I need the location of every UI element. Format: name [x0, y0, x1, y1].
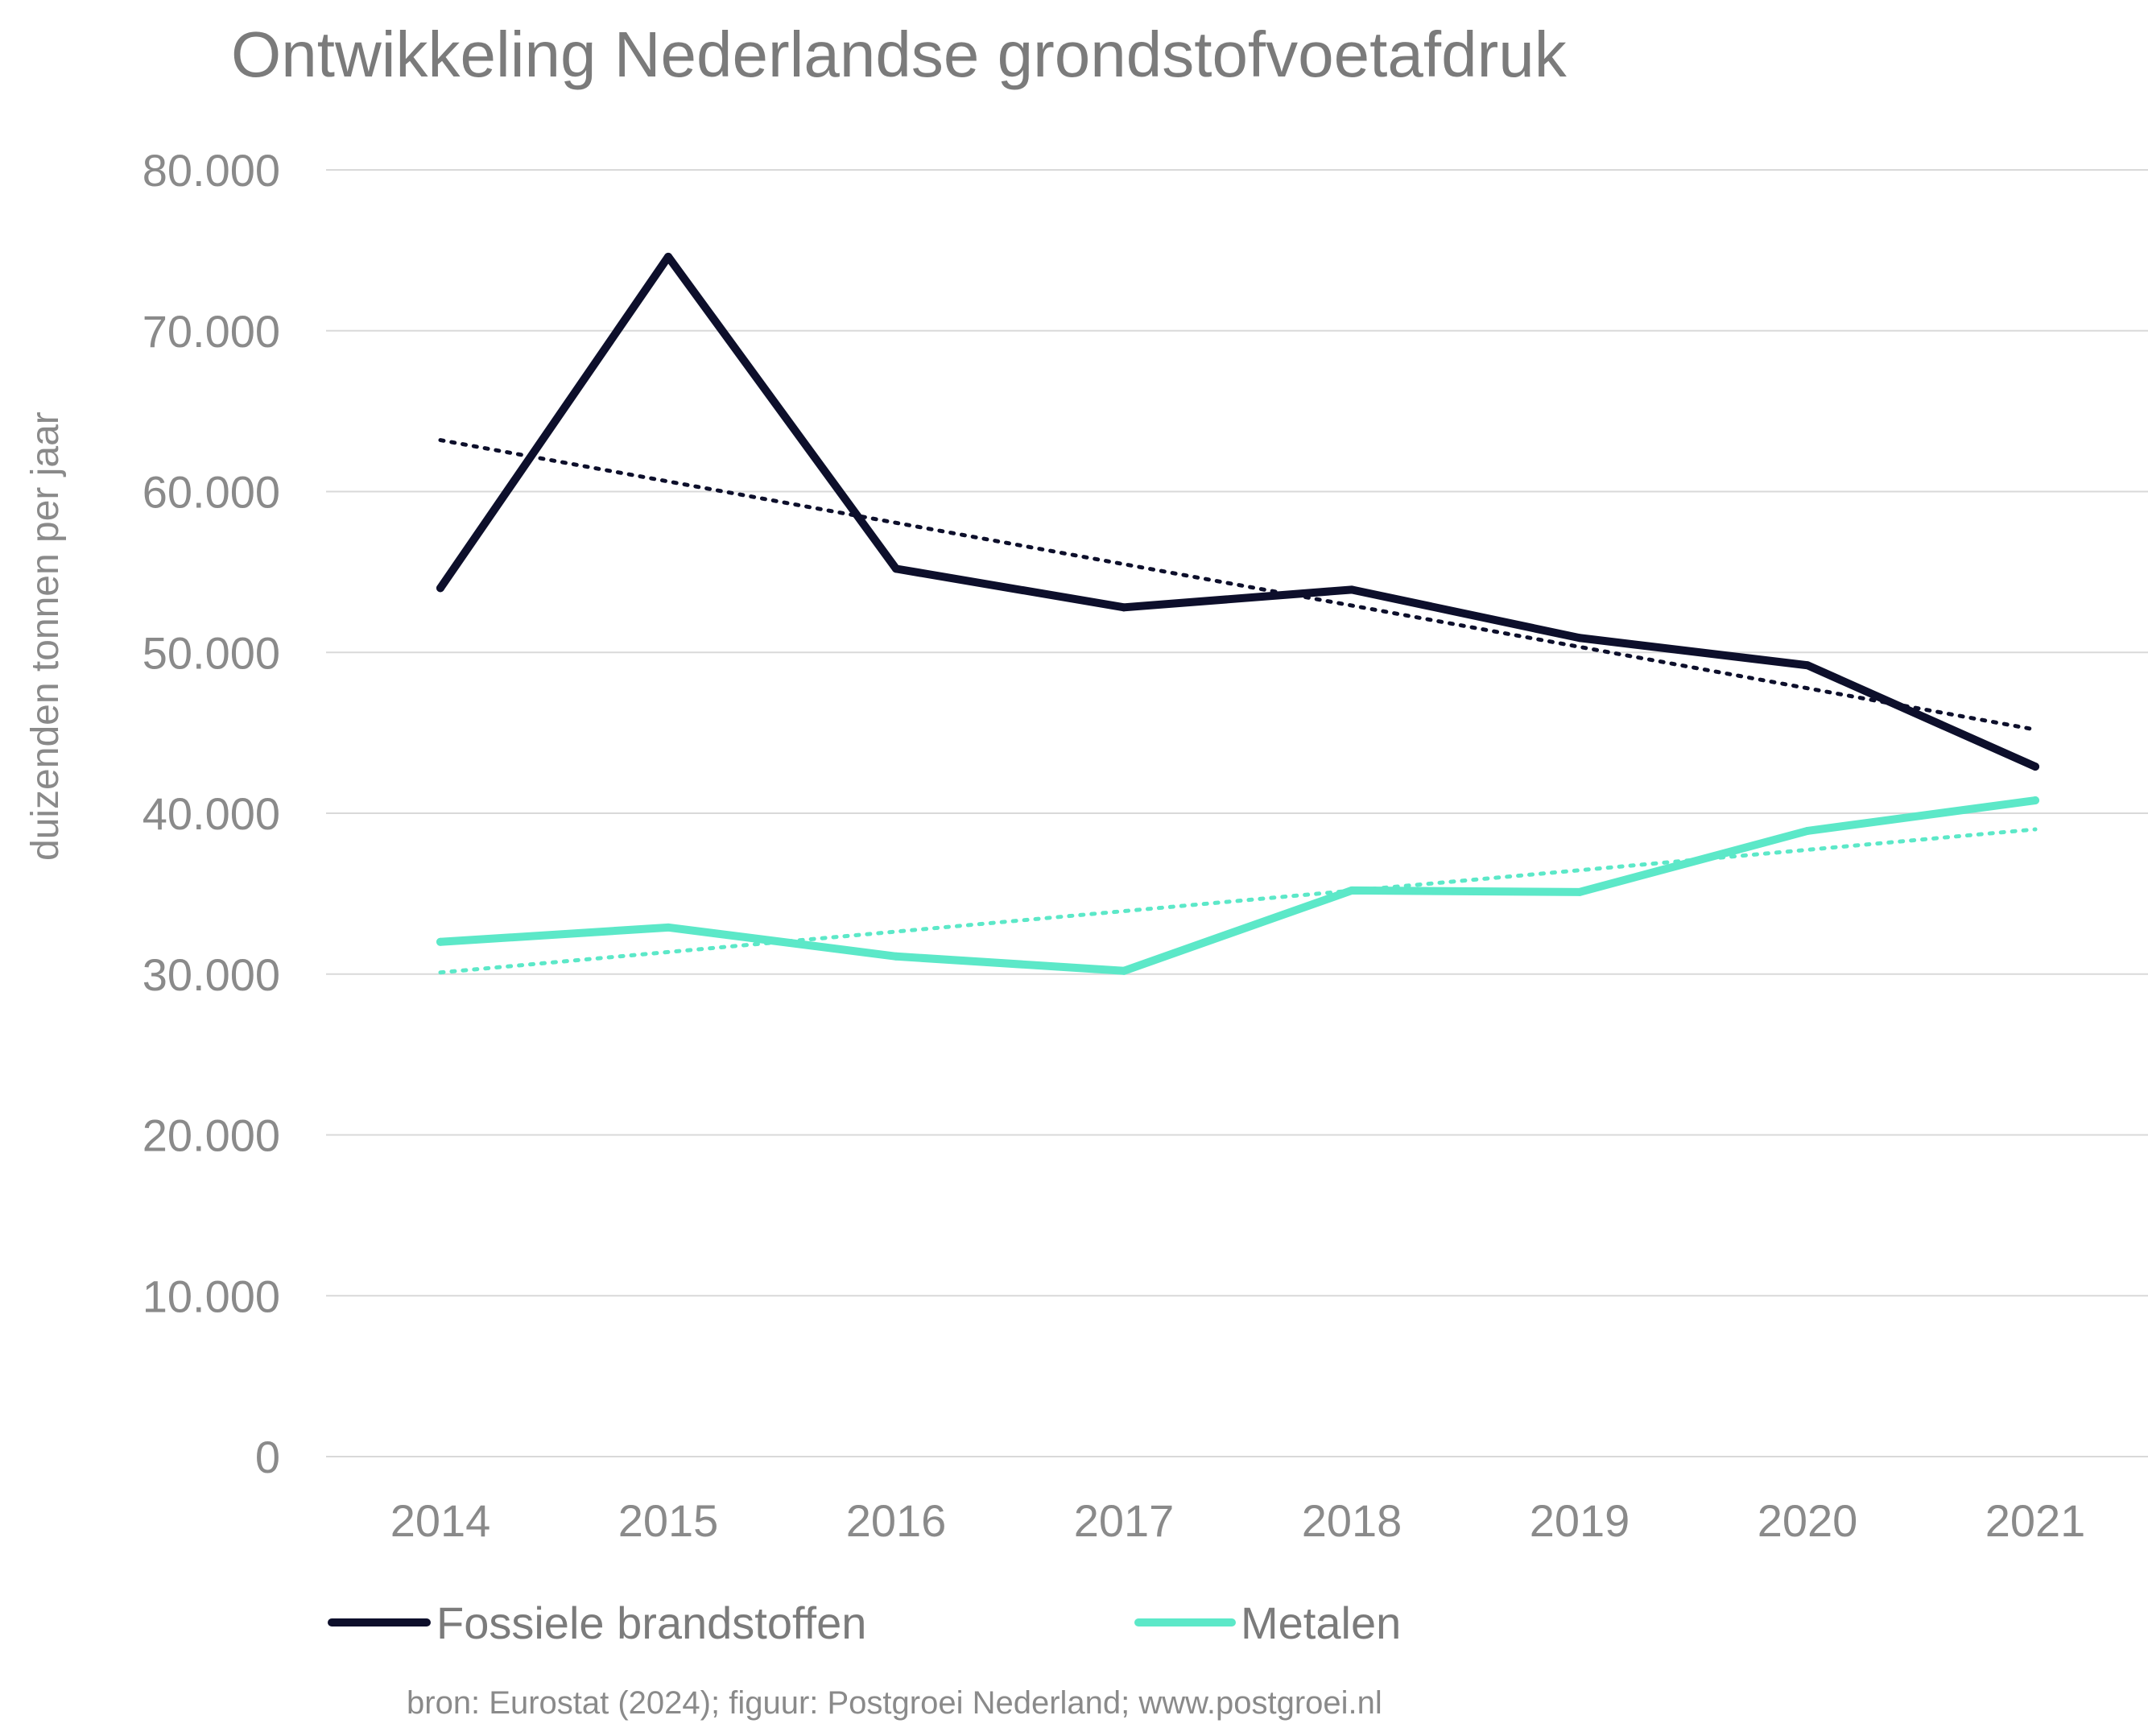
- y-tick-label: 60.000: [143, 467, 280, 518]
- data-point-fossiele-brandstoffen: [664, 252, 672, 261]
- data-point-fossiele-brandstoffen: [2031, 763, 2039, 771]
- data-point-metalen: [2031, 796, 2039, 805]
- x-tick-label: 2016: [846, 1495, 947, 1546]
- data-point-metalen: [664, 923, 672, 932]
- y-tick-label: 0: [255, 1432, 280, 1482]
- data-point-fossiele-brandstoffen: [436, 584, 444, 593]
- gridlines: [326, 169, 2148, 1457]
- legend-label-fossiele-brandstoffen: Fossiele brandstoffen: [436, 1598, 866, 1648]
- y-axis-ticks: 0 10.000 20.000 30.000 40.000 50.000 60.000 70.…: [143, 145, 280, 1482]
- x-axis-ticks: 2014 2015 2016 2017 2018 2019 2020 2021: [390, 1495, 2086, 1546]
- y-tick-label: 20.000: [143, 1110, 280, 1161]
- data-point-metalen: [436, 937, 444, 946]
- x-tick-label: 2021: [1985, 1495, 2086, 1546]
- data-point-fossiele-brandstoffen: [892, 564, 900, 573]
- x-tick-label: 2017: [1074, 1495, 1175, 1546]
- series-lines: [436, 252, 2039, 975]
- x-tick-label: 2018: [1302, 1495, 1402, 1546]
- y-tick-label: 80.000: [143, 145, 280, 196]
- data-point-fossiele-brandstoffen: [1803, 661, 1811, 670]
- series-line-metalen: [436, 796, 2039, 975]
- y-axis-label: duizenden tonnen per jaar: [24, 411, 67, 861]
- x-tick-label: 2020: [1758, 1495, 1858, 1546]
- legend: Fossiele brandstoffen Metalen: [328, 1598, 1401, 1648]
- data-point-metalen: [1348, 886, 1356, 895]
- series-line-fossiele-brandstoffen: [436, 252, 2039, 771]
- y-tick-label: 70.000: [143, 306, 280, 357]
- trendline-metalen: [438, 827, 2038, 975]
- data-point-fossiele-brandstoffen: [1348, 585, 1356, 594]
- data-point-fossiele-brandstoffen: [1120, 603, 1128, 612]
- chart-title: Ontwikkeling Nederlandse grondstofvoetaf…: [231, 19, 1568, 90]
- trendlines: [438, 438, 2038, 975]
- data-point-metalen: [892, 952, 900, 961]
- x-tick-label: 2014: [390, 1495, 491, 1546]
- y-tick-label: 10.000: [143, 1271, 280, 1321]
- trendline-fossiele-brandstoffen: [438, 438, 2038, 732]
- data-point-fossiele-brandstoffen: [1576, 634, 1584, 643]
- legend-label-metalen: Metalen: [1241, 1598, 1401, 1648]
- y-tick-label: 50.000: [143, 627, 280, 678]
- data-point-metalen: [1803, 826, 1811, 835]
- x-tick-label: 2015: [618, 1495, 719, 1546]
- y-tick-label: 40.000: [143, 788, 280, 839]
- data-point-metalen: [1576, 887, 1584, 896]
- x-tick-label: 2019: [1530, 1495, 1630, 1546]
- data-point-metalen: [1120, 966, 1128, 975]
- y-tick-label: 30.000: [143, 949, 280, 1000]
- source-note: bron: Eurostat (2024); figuur: Postgroei…: [407, 1685, 1382, 1721]
